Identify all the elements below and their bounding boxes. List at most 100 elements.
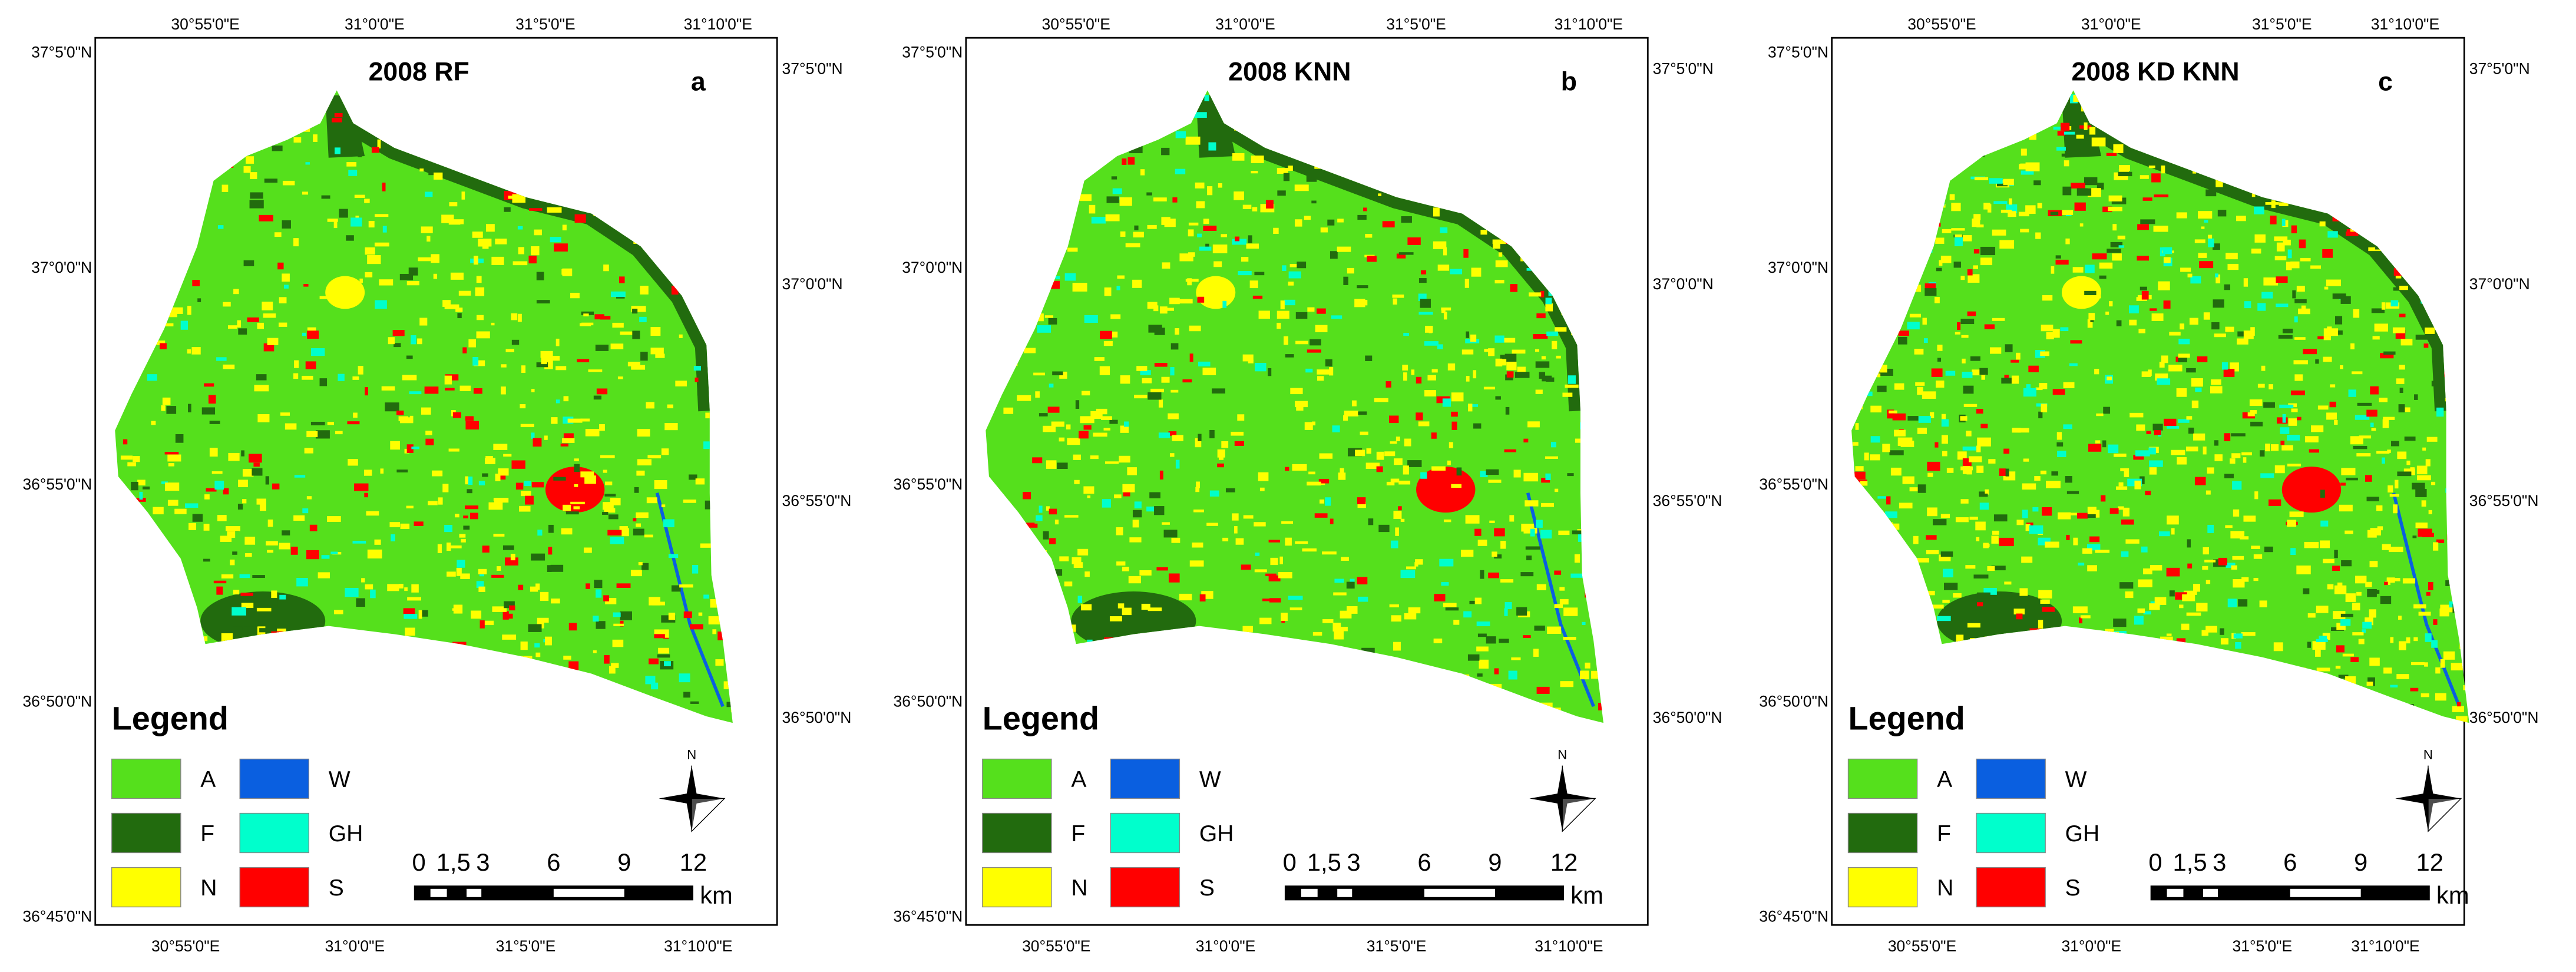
pixel-patch — [1073, 454, 1081, 461]
pixel-patch — [232, 551, 237, 555]
pixel-patch — [1312, 632, 1322, 636]
pixel-patch — [1146, 192, 1152, 196]
pixel-patch — [1162, 308, 1175, 311]
legend-swatch — [1110, 867, 1180, 908]
pixel-patch — [398, 416, 409, 422]
pixel-patch — [1294, 219, 1302, 227]
pixel-patch — [1270, 557, 1278, 566]
pixel-patch — [1963, 404, 1978, 407]
pixel-patch — [2041, 404, 2048, 412]
pixel-patch — [2425, 459, 2430, 467]
pixel-patch — [2074, 202, 2086, 211]
pixel-patch — [1148, 392, 1162, 400]
pixel-patch — [442, 300, 451, 307]
pixel-patch — [1218, 183, 1222, 188]
pixel-patch — [1254, 569, 1267, 573]
pixel-patch — [2254, 491, 2258, 500]
pixel-patch — [1533, 649, 1539, 657]
pixel-patch — [2391, 441, 2399, 447]
legend-label: GH — [329, 821, 363, 847]
pixel-patch — [361, 578, 365, 583]
pixel-patch — [517, 226, 523, 230]
pixel-patch — [2084, 177, 2098, 186]
pixel-patch — [321, 195, 330, 199]
pixel-patch — [2292, 290, 2296, 299]
pixel-patch — [2207, 524, 2214, 533]
pixel-patch — [2287, 434, 2300, 441]
pixel-patch — [2021, 556, 2033, 563]
pixel-patch — [2433, 619, 2438, 625]
pixel-patch — [1106, 196, 1119, 203]
pixel-patch — [1855, 466, 1864, 471]
pixel-patch — [250, 192, 263, 199]
pixel-patch — [1268, 575, 1281, 581]
pixel-patch — [1185, 279, 1199, 282]
pixel-patch — [2193, 584, 2200, 592]
pixel-patch — [180, 320, 188, 330]
pixel-patch — [2113, 144, 2124, 153]
pixel-patch — [1103, 340, 1113, 346]
pixel-patch — [580, 471, 594, 478]
left-coord-label: 36°55'0"N — [893, 475, 963, 493]
pixel-patch — [2362, 621, 2372, 629]
pixel-patch — [1193, 509, 1204, 513]
pixel-patch — [2019, 164, 2026, 170]
pixel-patch — [1231, 431, 1244, 436]
pixel-patch — [2371, 428, 2376, 431]
pixel-patch — [2410, 687, 2419, 692]
pixel-patch — [421, 407, 431, 415]
pixel-patch — [555, 399, 560, 404]
pixel-patch — [263, 343, 275, 352]
pixel-patch — [1941, 414, 1946, 423]
pixel-patch — [380, 468, 384, 474]
pixel-patch — [1232, 513, 1239, 521]
pixel-patch — [267, 338, 279, 345]
pixel-patch — [294, 360, 299, 368]
pixel-patch — [452, 608, 461, 611]
pixel-patch — [1488, 572, 1500, 578]
pixel-patch — [1960, 466, 1973, 471]
pixel-patch — [2161, 355, 2168, 363]
pixel-patch — [1168, 413, 1179, 419]
pixel-patch — [2398, 616, 2402, 620]
pixel-patch — [540, 591, 549, 601]
pixel-patch — [1991, 566, 2006, 571]
pixel-patch — [1156, 567, 1168, 571]
pixel-patch — [2224, 433, 2231, 441]
pixel-patch — [1099, 366, 1110, 375]
pixel-patch — [1899, 502, 1913, 509]
pixel-patch — [2327, 326, 2332, 332]
pixel-patch — [1579, 670, 1589, 680]
pixel-patch — [2148, 447, 2156, 455]
pixel-patch — [2019, 588, 2028, 596]
pixel-patch — [1972, 218, 1980, 227]
left-coord-label: 36°55'0"N — [1759, 475, 1828, 493]
pixel-patch — [2251, 193, 2256, 197]
pixel-patch — [2332, 566, 2340, 571]
pixel-patch — [1497, 359, 1507, 366]
pixel-patch — [1254, 522, 1266, 527]
pixel-patch — [609, 666, 616, 674]
pixel-patch — [1598, 703, 1603, 710]
pixel-patch — [1917, 428, 1927, 434]
pixel-patch — [2205, 626, 2218, 633]
pixel-patch — [1870, 454, 1880, 461]
pixel-patch — [375, 300, 387, 309]
pixel-patch — [2169, 332, 2181, 336]
pixel-patch — [1966, 431, 1972, 437]
pixel-patch — [1993, 201, 2008, 204]
pixel-patch — [2171, 528, 2175, 535]
pixel-patch — [2396, 378, 2405, 384]
pixel-patch — [1282, 265, 1287, 271]
pixel-patch — [1514, 372, 1530, 378]
pixel-patch — [1105, 214, 1120, 221]
bottom-coord-label: 31°0'0"E — [325, 937, 385, 955]
pixel-patch — [1347, 267, 1354, 274]
pixel-patch — [1404, 438, 1411, 447]
pixel-patch — [1122, 158, 1127, 165]
pixel-patch — [2087, 512, 2096, 518]
pixel-patch — [1977, 602, 1983, 607]
pixel-patch — [1357, 577, 1368, 585]
pixel-patch — [1089, 204, 1096, 214]
pixel-patch — [1189, 353, 1193, 362]
